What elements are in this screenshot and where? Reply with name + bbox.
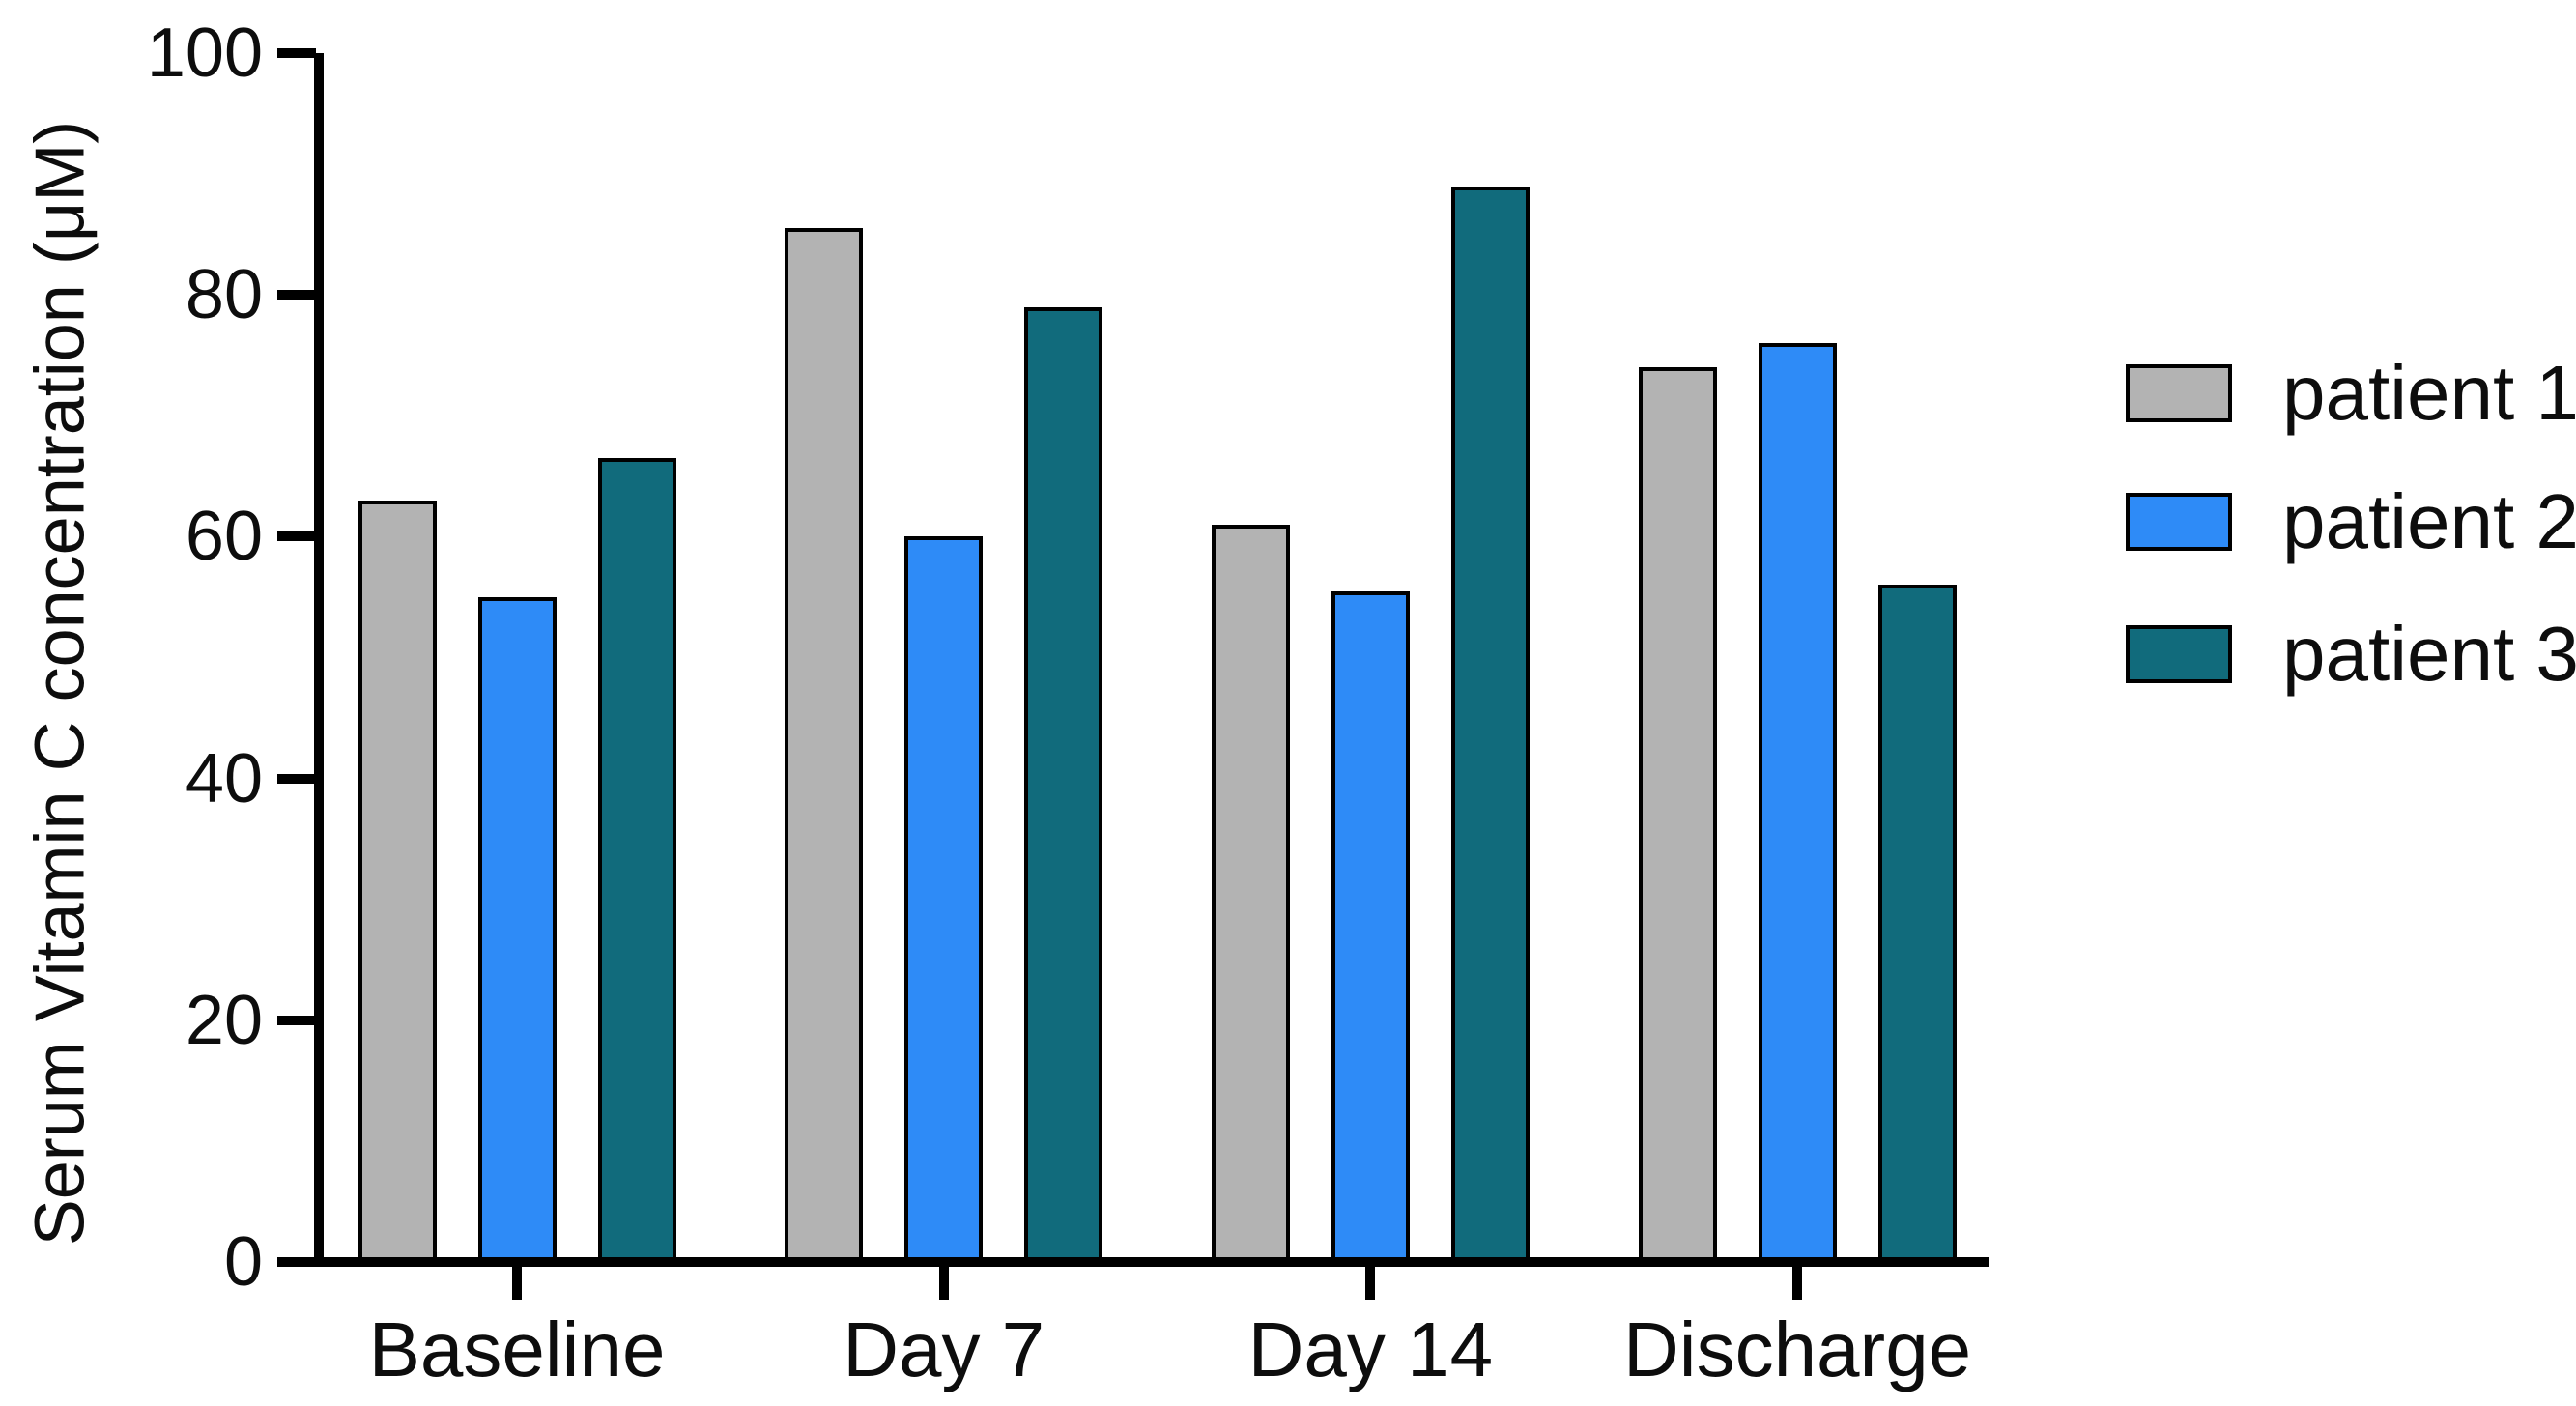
legend-label-patient-3: patient 3 [2282,611,2576,697]
y-axis-title: Serum Vitamin C concentration (μM) [21,120,100,1247]
y-tick-mark [277,290,316,301]
bar-patient-1-baseline [358,500,437,1266]
y-tick-label: 100 [146,14,263,92]
bar-patient-3-baseline [597,458,676,1266]
y-tick-mark [277,1015,316,1025]
x-tick-mark [1792,1267,1803,1300]
plot-area-axes [314,53,1989,1267]
legend-label-patient-1: patient 1 [2282,350,2576,436]
bar-patient-3-day-7 [1024,306,1103,1266]
bar-patient-1-discharge [1638,367,1717,1266]
bar-patient-3-day-14 [1450,186,1530,1266]
x-tick-label: Baseline [368,1306,666,1392]
bar-patient-2-day-7 [904,536,984,1266]
x-tick-label: Day 14 [1247,1306,1494,1392]
x-tick-mark [512,1267,522,1300]
y-tick-label: 0 [223,1223,263,1301]
y-tick-mark [277,531,316,542]
legend-label-patient-2: patient 2 [2282,478,2576,564]
x-tick-label: Day 7 [843,1306,1045,1392]
bar-patient-1-day-14 [1211,524,1290,1266]
y-tick-mark [277,48,316,58]
y-tick-mark [277,773,316,784]
y-tick-label: 60 [185,498,263,576]
bar-patient-2-discharge [1758,343,1837,1266]
x-tick-label: Discharge [1623,1306,1972,1392]
y-tick-label: 40 [185,739,263,818]
legend-swatch-patient-3 [2126,625,2232,683]
y-tick-label: 20 [185,981,263,1059]
y-tick-mark [277,1257,316,1267]
bar-patient-1-day-7 [785,228,864,1266]
bar-patient-3-discharge [1877,585,1957,1266]
x-tick-mark [1365,1267,1376,1300]
y-tick-label: 80 [185,256,263,334]
x-tick-mark [938,1267,949,1300]
legend-swatch-patient-1 [2126,364,2232,422]
legend-swatch-patient-2 [2126,493,2232,551]
bar-patient-2-day-14 [1331,590,1410,1266]
bar-patient-2-baseline [477,596,557,1266]
